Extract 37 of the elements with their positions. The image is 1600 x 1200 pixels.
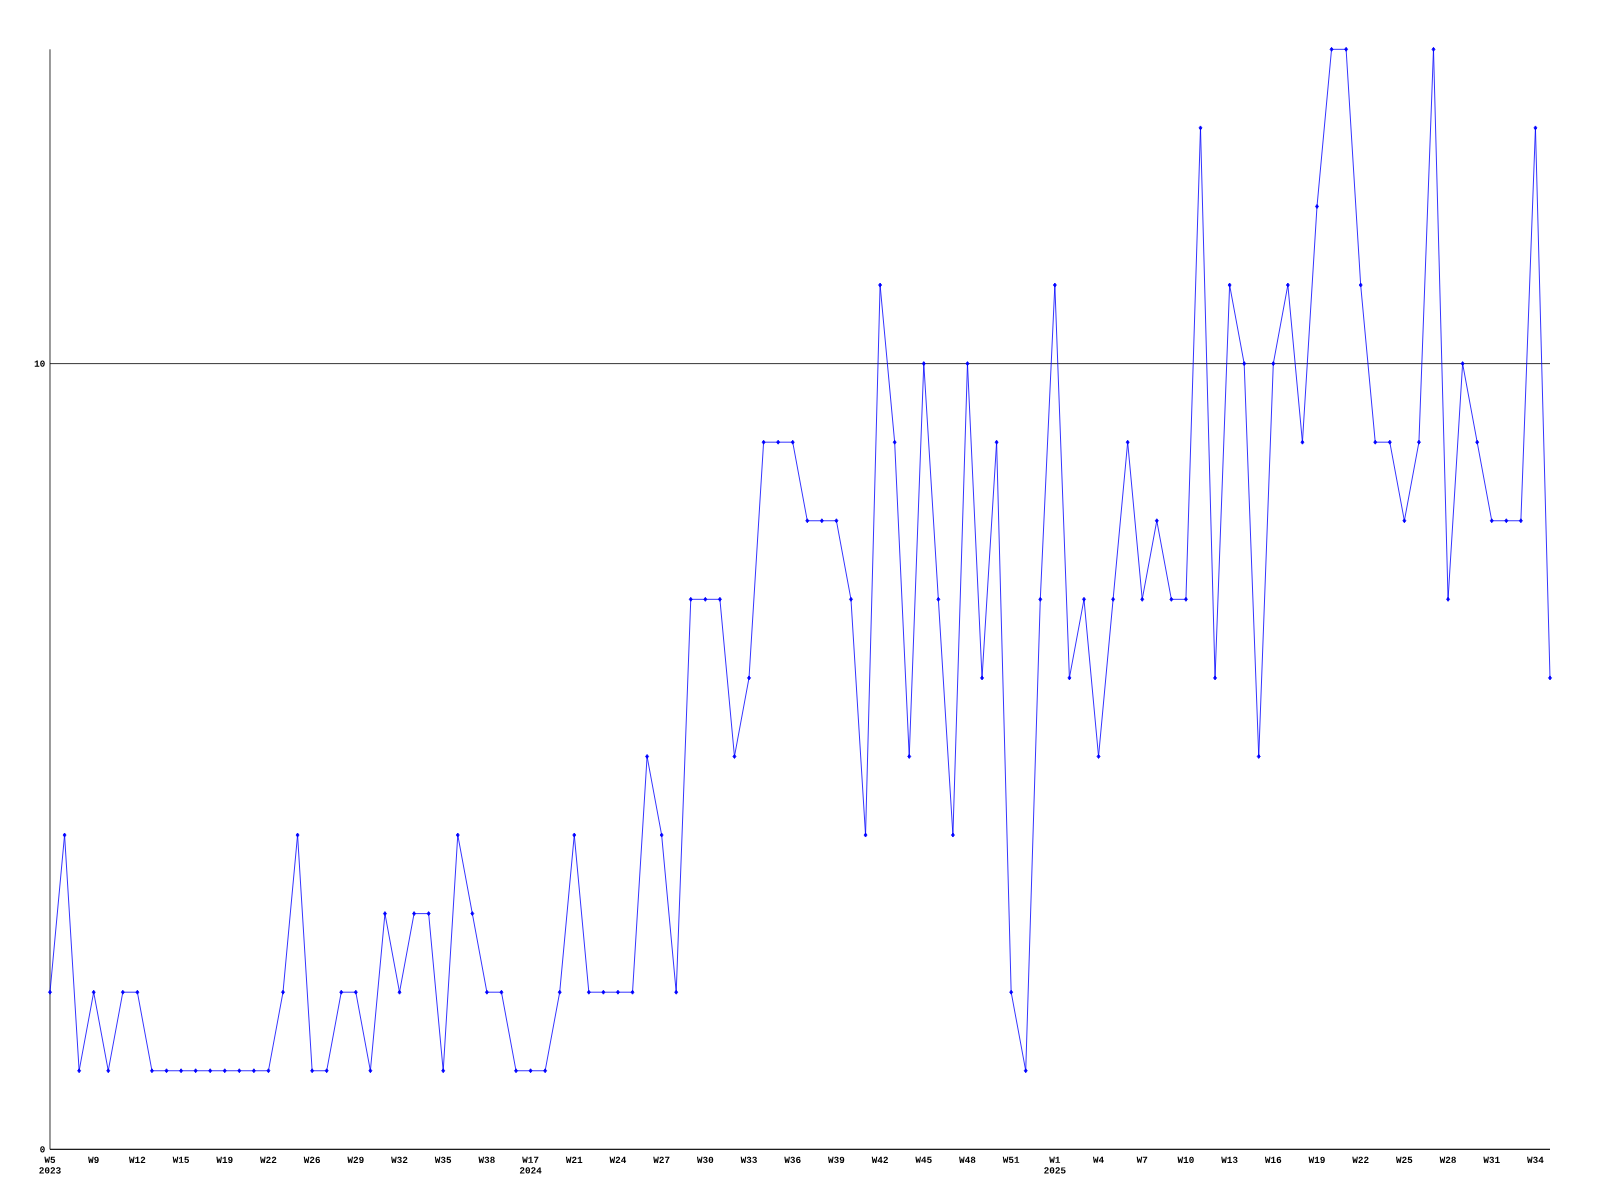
x-tick-label: W16: [1264, 1156, 1282, 1164]
x-tick-label: W28: [1439, 1156, 1456, 1164]
x-tick-label: W34: [1527, 1156, 1544, 1164]
x-tick-label: W12: [128, 1156, 146, 1163]
x-tick-label: W45: [915, 1156, 932, 1163]
x-tick-label: W30: [696, 1156, 714, 1164]
x-tick-label: W25: [1395, 1156, 1413, 1164]
x-tick-label: W7: [1136, 1156, 1148, 1163]
x-tick-label: W13: [1221, 1156, 1238, 1164]
x-tick-label: W4: [1092, 1156, 1104, 1163]
x-tick-label: W27: [653, 1156, 670, 1163]
x-tick-label: W26: [303, 1156, 321, 1164]
x-tick-label: W9: [88, 1156, 99, 1164]
x-tick-label: W22: [1352, 1156, 1369, 1163]
x-tick-label: W29: [347, 1156, 364, 1164]
x-tick-label: W1 2025: [1044, 1156, 1066, 1174]
x-tick-label: W10: [1177, 1156, 1194, 1164]
x-tick-label: W39: [828, 1156, 845, 1164]
x-tick-label: W19: [216, 1156, 233, 1164]
x-tick-label: W36: [784, 1156, 801, 1164]
x-tick-label: W38: [478, 1156, 495, 1164]
x-tick-label: W31: [1483, 1156, 1500, 1164]
x-tick-label: W32: [391, 1156, 408, 1164]
x-tick-label: W5 2023: [39, 1156, 61, 1174]
x-tick-label: W35: [434, 1156, 452, 1164]
x-tick-label: W15: [172, 1156, 189, 1163]
x-tick-label: W42: [871, 1156, 888, 1163]
y-tick-label: 10: [34, 360, 45, 367]
x-tick-label: W51: [1002, 1156, 1020, 1163]
x-tick-label: W21: [565, 1156, 583, 1163]
x-tick-label: W17 2024: [519, 1156, 542, 1174]
y-tick-label: 0: [40, 1146, 45, 1153]
x-tick-label: W22: [260, 1156, 277, 1163]
x-tick-label: W48: [959, 1156, 976, 1164]
x-tick-label: W24: [609, 1156, 627, 1163]
x-tick-label: W33: [740, 1156, 757, 1164]
x-tick-label: W19: [1308, 1156, 1325, 1164]
